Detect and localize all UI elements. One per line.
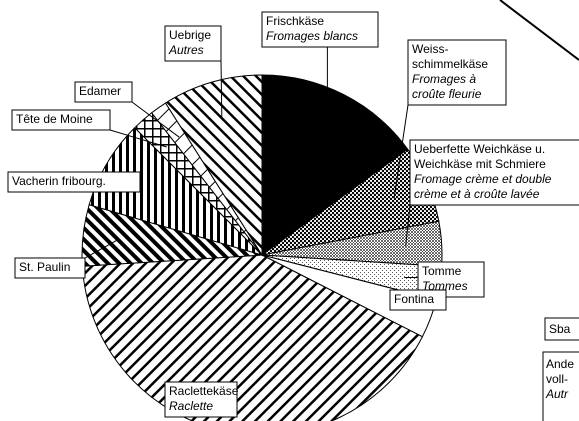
- annotation: Ande: [546, 357, 574, 371]
- slice-label-fr: Fromages à: [412, 72, 476, 86]
- label-box: [14, 257, 86, 279]
- leader-line: [109, 129, 167, 148]
- pie-slice: [164, 74, 263, 257]
- partial-box: [544, 317, 579, 341]
- leader-line: [131, 101, 180, 138]
- annotation: Sba: [549, 322, 571, 336]
- slice-label: Weichkäse mit Schmiere: [414, 157, 546, 171]
- slice-label: Tête de Moine: [16, 112, 93, 126]
- leader-line: [220, 60, 223, 117]
- slice-label: Raclettekäse: [169, 384, 239, 398]
- label-box: [389, 289, 447, 311]
- slice-label-fr: croûte fleurie: [412, 87, 482, 101]
- slice-label-fr: Fromages blancs: [266, 29, 358, 43]
- slice-label-fr: Autres: [168, 43, 204, 57]
- pie-slice: [88, 127, 263, 256]
- label-box: [7, 171, 141, 193]
- label-box: [164, 25, 222, 62]
- annotation: Autr: [545, 387, 569, 401]
- leader-line: [393, 104, 409, 198]
- slice-label: Edamer: [79, 84, 121, 98]
- slice-label: Frischkäse: [266, 14, 324, 28]
- slice-label-fr: Fromage crème et double: [414, 172, 552, 186]
- slice-label: Fontina: [394, 292, 434, 306]
- leader-line: [84, 238, 120, 259]
- slice-label: Vacherin fribourg.: [12, 174, 106, 188]
- decoration-line: [499, 0, 579, 61]
- label-box: [409, 139, 579, 206]
- slice-label-fr: crème et à croûte lavée: [414, 187, 540, 201]
- pie-slice: [81, 254, 424, 421]
- label-box: [11, 109, 111, 131]
- label-box: [261, 11, 379, 48]
- slice-label: St. Paulin: [19, 260, 70, 274]
- label-box: [407, 39, 507, 106]
- slice-label: Ueberfette Weichkäse u.: [414, 142, 545, 156]
- label-box: [74, 81, 133, 103]
- pie-slice: [261, 74, 409, 256]
- slice-label-fr: Raclette: [169, 399, 213, 413]
- leader-line: [405, 204, 411, 247]
- partial-box: [542, 351, 579, 421]
- slice-label: Uebrige: [169, 28, 211, 42]
- annotation: voll-: [546, 372, 568, 386]
- slice-label: Weiss-: [412, 42, 448, 56]
- label-box: [164, 381, 238, 418]
- slice-label: schimmelkäse: [412, 57, 488, 71]
- slice-label: Tomme: [422, 264, 462, 278]
